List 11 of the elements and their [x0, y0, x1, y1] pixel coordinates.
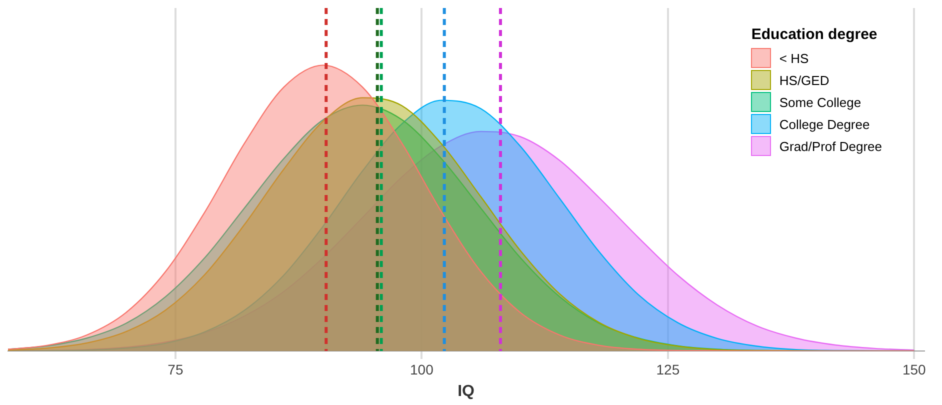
x-tick-label: 100	[410, 361, 434, 378]
legend-label: Grad/Prof Degree	[779, 138, 882, 154]
legend-label: HS/GED	[779, 72, 830, 88]
x-tick-label: 150	[902, 361, 926, 378]
x-tick-label: 75	[168, 361, 184, 378]
legend-label: < HS	[779, 50, 809, 66]
legend-label: College Degree	[779, 116, 870, 132]
legend-title: Education degree	[751, 26, 878, 43]
legend-label: Some College	[779, 94, 862, 110]
x-tick-label: 125	[656, 361, 680, 378]
x-axis-title: IQ	[458, 382, 474, 400]
